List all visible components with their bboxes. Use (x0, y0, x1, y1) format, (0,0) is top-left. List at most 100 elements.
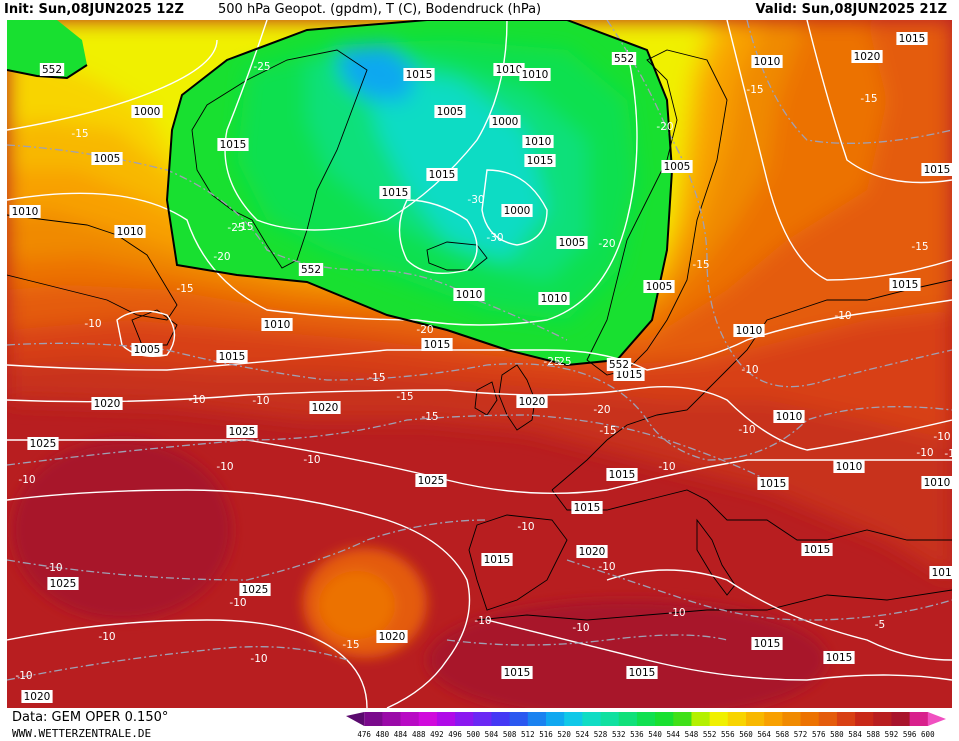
isobar-label-bg (216, 350, 248, 363)
isobar-label: 1025 (242, 584, 269, 596)
isobar-label-bg (751, 637, 783, 650)
colorbar-arrow-right (927, 712, 946, 726)
isobar-label: 1010 (924, 477, 951, 489)
isobar-label: 1015 (616, 369, 643, 381)
isobar-label-bg (516, 395, 548, 408)
colorbar-swatch (418, 712, 438, 726)
isobar-label: 1015 (220, 139, 247, 151)
weather-map-canvas: 1010 102010001005101510101010100510101015… (7, 20, 952, 708)
colorbar-swatch (582, 712, 602, 726)
colorbar-swatch (818, 712, 838, 726)
isobar-label-bg (613, 368, 645, 381)
isobar-label: 1015 (219, 351, 246, 363)
isobar-label: 1010 (264, 319, 291, 331)
isobar-label-bg (524, 154, 556, 167)
colorbar-tick-label: 576 (811, 730, 826, 739)
isobar-label: 1015 (826, 652, 853, 664)
colorbar-swatch (618, 712, 638, 726)
isobar-label: 1005 (134, 344, 161, 356)
colorbar-tick-label: 512 (521, 730, 535, 739)
isobar-label-bg (403, 68, 435, 81)
isobar-label-bg (47, 577, 79, 590)
isobar-label: 1010 (496, 64, 523, 76)
colorbar-swatch (709, 712, 729, 726)
colorbar-tick-label: 584 (848, 730, 862, 739)
isobar-label: 1025 (30, 438, 57, 450)
isobar-label: 1010 (836, 461, 863, 473)
colorbar-tick-label: 580 (830, 730, 844, 739)
isobar-label: 1005 (437, 106, 464, 118)
geopotential-label: 552 (42, 64, 62, 76)
isobar-label-bg (921, 476, 952, 489)
isobar-label: 1010 (525, 136, 552, 148)
colorbar-tick-label: 504 (484, 730, 499, 739)
isobar-label-bg (114, 225, 146, 238)
isobar-label-bg (576, 545, 608, 558)
colorbar-tick-label: 540 (648, 730, 662, 739)
colorbar-swatch (509, 712, 529, 726)
isobar-label-bg (606, 468, 638, 481)
valid-time: Valid: Sun,08JUN2025 21Z (755, 2, 947, 17)
geopotential-label-bg (298, 263, 324, 276)
colorbar-swatch (564, 712, 583, 726)
colorbar-tick-label: 488 (411, 730, 426, 739)
isotherm-label: -10 (933, 431, 950, 443)
init-time: Init: Sun,08JUN2025 12Z (4, 2, 184, 17)
isotherm-label: -5 (875, 619, 885, 631)
map-header: Init: Sun,08JUN2025 12Z 500 hPa Geopot. … (0, 0, 959, 20)
isotherm-label: -10 (741, 364, 758, 376)
isobar-label: 1010 (776, 411, 803, 423)
isobar-label: 1020 (24, 691, 51, 703)
isotherm-label: -15 (421, 411, 438, 423)
colorbar-tick-label: 480 (375, 730, 390, 739)
isotherm-label: -10 (216, 461, 233, 473)
isobar-label-bg (519, 68, 551, 81)
isotherm-label: -10 (188, 394, 205, 406)
website-link[interactable]: WWW.WETTERZENTRALE.DE (12, 727, 152, 740)
isobar-label-bg (493, 63, 525, 76)
isobar-label-bg (226, 425, 258, 438)
isobar-label: 1005 (94, 153, 121, 165)
isobar-label-bg (131, 343, 163, 356)
colorbar-tick-label: 560 (739, 730, 753, 739)
isotherm-label: -10 (916, 447, 933, 459)
isotherm-label: -15 (599, 425, 616, 437)
colorbar-swatch (673, 712, 692, 726)
colorbar-swatch (382, 712, 402, 726)
isobar-label-bg (501, 666, 533, 679)
colorbar-arrow-left (346, 712, 365, 726)
isobar-label: 1015 (804, 544, 831, 556)
isobar-label-bg (757, 477, 789, 490)
colorbar-tick-label: 600 (921, 730, 935, 739)
isobar-label: 1015 (484, 554, 511, 566)
colorbar-tick-label: 572 (793, 730, 808, 739)
isobar-label-bg (481, 553, 513, 566)
isobar-label-bg (434, 105, 466, 118)
isobar-label: 1020 (854, 51, 881, 63)
isobar-label-bg (421, 338, 453, 351)
colorbar-swatch (691, 712, 711, 726)
isotherm-label: -15 (368, 372, 385, 384)
map-footer: Data: GEM OPER 0.150° WWW.WETTERZENTRALE… (0, 708, 959, 741)
isotherm-label: -30 (467, 194, 484, 206)
colorbar-tick-label: 528 (593, 730, 608, 739)
isotherm-label: -25 (554, 356, 571, 368)
isobar-label-bg (21, 690, 53, 703)
isotherm-label: -30 (486, 232, 503, 244)
colorbar-tick-label: 556 (721, 730, 735, 739)
isobar-label: 1015 (629, 667, 656, 679)
weather-map: 1010 1020 1000 1005 1015 1010 1010 1005 1010 1015… (7, 20, 952, 708)
colorbar-tick-label: 592 (884, 730, 899, 739)
isobar-label-bg (773, 410, 805, 423)
isobar-label: 1010 (541, 293, 568, 305)
geopotential-label-bg (611, 52, 637, 65)
isobar-label-bg (571, 501, 603, 514)
colorbar-tick-label: 536 (630, 730, 644, 739)
isobar-label-bg (538, 292, 570, 305)
isotherm-label: -15 (692, 259, 709, 271)
isotherm-label: -10 (84, 318, 101, 330)
colorbar-swatch (546, 712, 565, 726)
colorbar-tick-label: 544 (666, 730, 681, 739)
isobar-label: 1010 (736, 325, 763, 337)
isobar-label: 1025 (50, 578, 77, 590)
